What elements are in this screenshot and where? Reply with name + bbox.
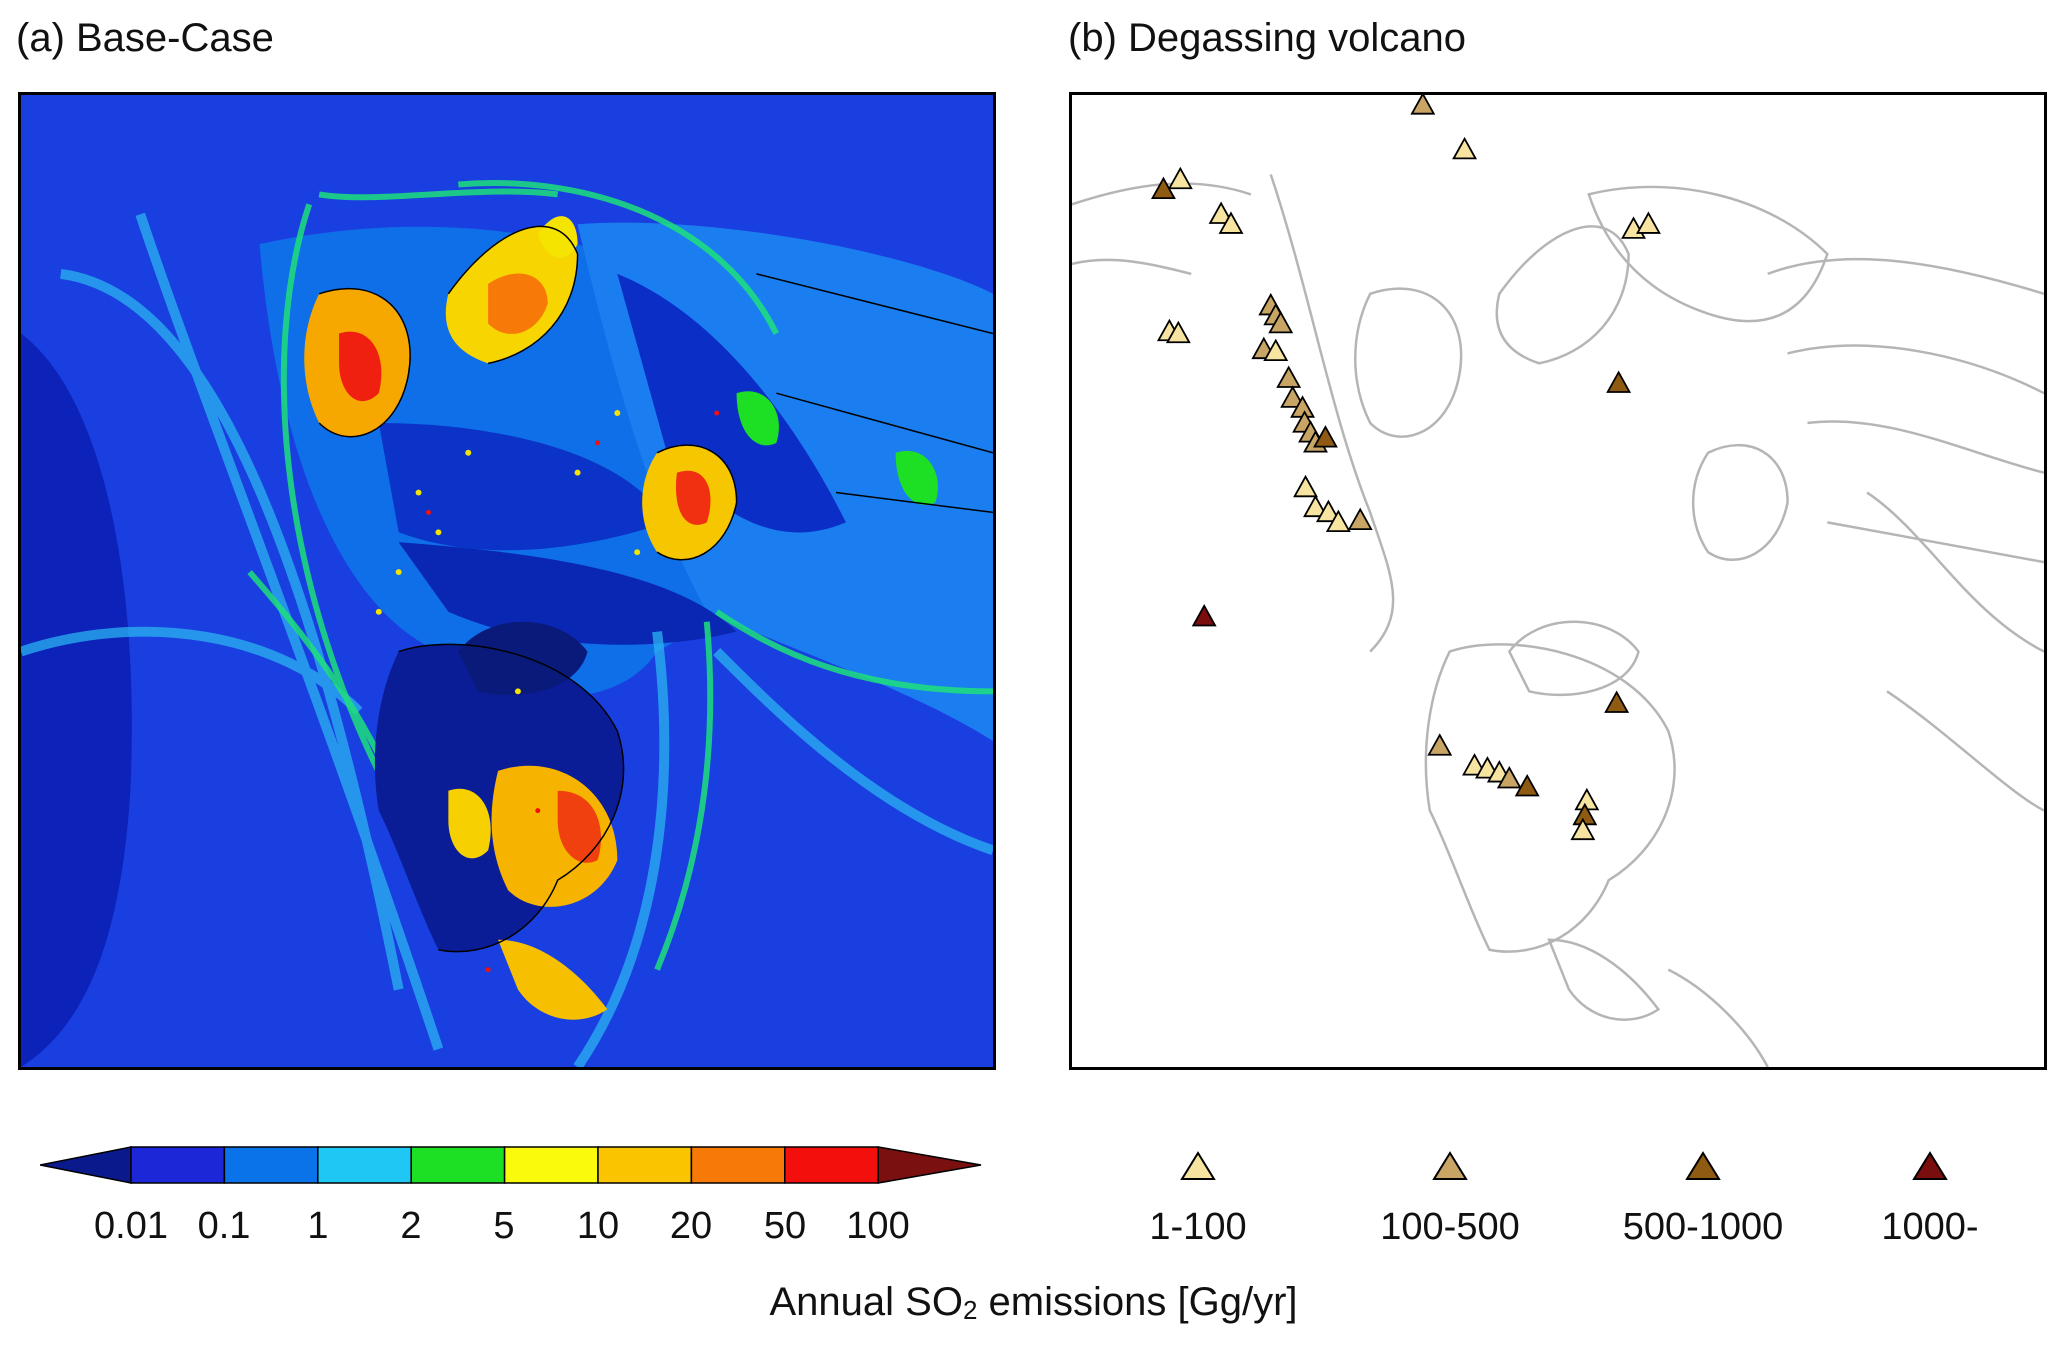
colorbar-segment bbox=[410, 1146, 506, 1184]
volcano-marker bbox=[1312, 425, 1338, 448]
colorbar-segment bbox=[597, 1146, 693, 1184]
colorbar-segment bbox=[130, 1146, 226, 1184]
colorbar-tick: 0.01 bbox=[94, 1205, 168, 1247]
colorbar-under-arrow bbox=[39, 1146, 132, 1184]
volcano-marker bbox=[1514, 773, 1540, 797]
legend-label: 1-100 bbox=[1149, 1206, 1247, 1248]
volcano-marker bbox=[1268, 310, 1294, 334]
volcano-marker bbox=[1167, 166, 1193, 190]
colorbar-tick: 2 bbox=[400, 1205, 422, 1247]
volcano-marker bbox=[1303, 494, 1328, 518]
volcano-marker bbox=[1191, 604, 1217, 627]
colorbar bbox=[39, 1140, 982, 1190]
colorbar-over-arrow bbox=[877, 1146, 982, 1184]
colorbar-tick: 1 bbox=[307, 1205, 329, 1247]
colorbar-tick: 0.1 bbox=[197, 1205, 251, 1247]
triangle-icon bbox=[1685, 1151, 1721, 1180]
legend-label: 500-1000 bbox=[1622, 1206, 1784, 1248]
volcano-marker bbox=[1635, 211, 1661, 234]
volcano-marker bbox=[1165, 320, 1191, 344]
colorbar-segment bbox=[503, 1146, 599, 1184]
triangle-icon bbox=[1432, 1151, 1468, 1180]
volcano-marker bbox=[1276, 365, 1302, 388]
volcano-marker bbox=[1218, 211, 1244, 234]
colorbar-segment bbox=[784, 1146, 879, 1184]
axis-label-suffix: emissions [Gg/yr] bbox=[977, 1280, 1298, 1324]
volcano-markers bbox=[1150, 95, 1661, 841]
volcano-marker bbox=[1280, 385, 1306, 408]
volcano-marker bbox=[1347, 507, 1373, 531]
volcano-marker bbox=[1606, 370, 1632, 393]
panel-b-title: (b) Degassing volcano bbox=[1068, 16, 1466, 60]
volcano-legend: 1-100 100-500 500-1000 1000- bbox=[1100, 1150, 2060, 1270]
volcano-marker bbox=[1263, 338, 1289, 362]
colorbar-segment bbox=[690, 1146, 786, 1184]
colorbar-graphic bbox=[39, 1146, 982, 1184]
volcano-marker bbox=[1452, 136, 1478, 160]
volcano-marker bbox=[1496, 766, 1522, 789]
volcano-marker bbox=[1150, 176, 1176, 200]
emission-map-graphic bbox=[21, 95, 993, 1067]
colorbar-segment bbox=[317, 1146, 412, 1184]
colorbar-tick: 10 bbox=[576, 1205, 620, 1247]
volcano-marker bbox=[1325, 509, 1351, 533]
legend-item: 1000- bbox=[1830, 1150, 2030, 1249]
volcano-marker bbox=[1293, 474, 1319, 498]
colorbar-tick: 50 bbox=[763, 1205, 807, 1247]
axis-label-text: Annual SO bbox=[769, 1280, 963, 1324]
volcano-marker bbox=[1315, 499, 1341, 523]
colorbar-tick: 100 bbox=[846, 1205, 910, 1247]
colorbar-tick: 20 bbox=[669, 1205, 713, 1247]
volcano-marker bbox=[1410, 95, 1436, 115]
volcano-map bbox=[1069, 92, 2047, 1070]
colorbar-segment bbox=[223, 1146, 319, 1184]
volcano-map-graphic bbox=[1072, 95, 2044, 1067]
legend-label: 1000- bbox=[1881, 1206, 1979, 1248]
volcano-marker bbox=[1570, 817, 1596, 841]
volcano-marker bbox=[1427, 733, 1453, 756]
axis-label-subscript: 2 bbox=[962, 1295, 978, 1325]
colorbar-axis-label: Annual SO2 emissions [Gg/yr] bbox=[0, 1280, 2067, 1326]
triangle-icon bbox=[1180, 1151, 1216, 1180]
panel-a-title: (a) Base-Case bbox=[16, 16, 274, 60]
emission-map bbox=[18, 92, 996, 1070]
triangle-icon bbox=[1912, 1151, 1948, 1180]
legend-item: 100-500 bbox=[1350, 1150, 1550, 1249]
volcano-marker bbox=[1604, 690, 1630, 713]
legend-item: 1-100 bbox=[1098, 1150, 1298, 1249]
legend-label: 100-500 bbox=[1380, 1206, 1520, 1248]
legend-item: 500-1000 bbox=[1603, 1150, 1803, 1249]
colorbar-tick: 5 bbox=[493, 1205, 515, 1247]
volcano-marker bbox=[1208, 201, 1234, 224]
